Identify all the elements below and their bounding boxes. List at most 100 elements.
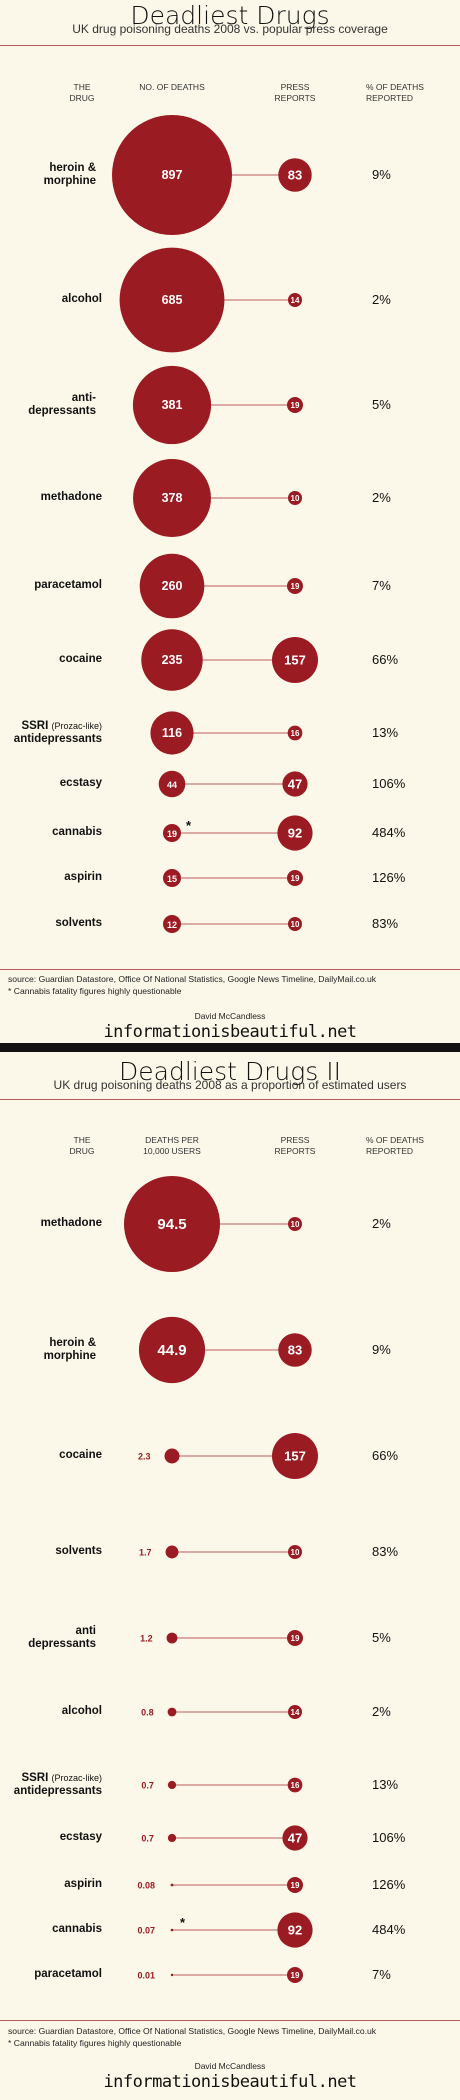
percent-reported: 484% [372, 825, 406, 840]
press-reports-bubble [277, 815, 313, 851]
drug-name: aspirin [64, 871, 102, 883]
deaths-bubble [138, 1316, 206, 1384]
deaths-value-label: 0.07 [137, 1926, 155, 1936]
drug-name: alcohol [61, 1705, 102, 1717]
drug-label: methadone [6, 491, 102, 504]
press-reports-label: 19 [291, 1971, 300, 1980]
percent-reported: 83% [372, 1544, 399, 1559]
percent-reported: 66% [372, 652, 399, 667]
drug-name: anti-depressants [28, 392, 96, 417]
drug-label: SSRI (Prozac-like) antidepressants [6, 720, 102, 746]
percent-reported: 106% [372, 1830, 406, 1845]
drug-label: cocaine [6, 1449, 102, 1462]
press-reports-bubble [278, 158, 312, 192]
drug-label: alcohol [6, 1705, 102, 1718]
percent-reported: 2% [372, 1216, 391, 1231]
drug-label: cocaine [6, 653, 102, 666]
percent-reported: 13% [372, 725, 399, 740]
percent-reported: 2% [372, 490, 391, 505]
press-reports-label: 83 [288, 1343, 302, 1358]
chart-title: Deadliest Drugs II [119, 1057, 341, 1086]
press-reports-label: 19 [291, 1634, 300, 1643]
bubble-chart-svg-2: 94.5 10 44.9 83 2.3 157 1.7 10 1.2 19 0.8 14 0.7 16 0.… [124, 1176, 318, 1983]
press-reports-bubble [288, 917, 302, 931]
press-reports-bubble [288, 491, 302, 505]
drug-name: heroin & morphine [43, 1337, 96, 1362]
percent-reported: 7% [372, 1967, 391, 1982]
chart-subtitle: UK drug poisoning deaths 2008 vs. popula… [72, 22, 388, 36]
col-head-metric: NO. OF DEATHS [139, 82, 205, 92]
press-reports-label: 83 [288, 168, 302, 183]
press-reports-bubble [287, 1630, 303, 1646]
deaths-bubble [167, 1707, 177, 1717]
drug-label: heroin & morphine [6, 162, 96, 188]
percent-reported: 484% [372, 1922, 406, 1937]
deaths-value-label: 260 [162, 579, 183, 593]
chart-subtitle: UK drug poisoning deaths 2008 as a propo… [53, 1078, 407, 1092]
header-rule [0, 1099, 460, 1100]
drug-label: cannabis [6, 826, 102, 839]
footnote: * Cannabis fatality figures highly quest… [8, 2038, 182, 2048]
deaths-value-label: 235 [162, 653, 183, 667]
deaths-bubble [170, 1928, 174, 1932]
deaths-value-label: 0.8 [141, 1708, 154, 1718]
site-brand: informationisbeautiful.net [103, 1022, 357, 1042]
press-reports-bubble [282, 771, 308, 797]
percent-reported: 66% [372, 1448, 399, 1463]
deaths-bubble [112, 115, 232, 235]
chart-title: Deadliest Drugs [130, 1, 330, 30]
press-reports-label: 47 [288, 1831, 302, 1846]
drug-note: (Prozac-like) [51, 1773, 102, 1783]
deaths-value-label: 0.7 [141, 1781, 154, 1791]
percent-reported: 9% [372, 167, 391, 182]
drug-name: heroin & morphine [43, 162, 96, 187]
drug-label: SSRI (Prozac-like) antidepressants [6, 1772, 102, 1798]
drug-name: anti depressants [28, 1625, 96, 1650]
deaths-value-label: 15 [167, 874, 177, 884]
deaths-bubble [158, 770, 186, 798]
deaths-bubble [167, 1780, 177, 1790]
drug-name: solvents [55, 917, 102, 929]
deaths-value-label: 378 [162, 491, 183, 505]
deaths-value-label: 1.7 [139, 1548, 152, 1558]
deaths-bubble [133, 459, 211, 537]
deaths-value-label: 94.5 [157, 1216, 186, 1233]
author-credit: David McCandless [194, 1011, 266, 1021]
percent-reported: 5% [372, 1630, 391, 1645]
drug-note: (Prozac-like) [51, 721, 102, 731]
deaths-value-label: 0.7 [141, 1834, 154, 1844]
deaths-value-label: 12 [167, 920, 177, 930]
deaths-value-label: 897 [162, 168, 183, 182]
press-reports-label: 10 [291, 920, 300, 929]
drug-name: SSRI [21, 720, 49, 732]
deaths-bubble [163, 869, 181, 887]
press-reports-label: 10 [291, 494, 300, 503]
source-note: source: Guardian Datastore, Office Of Na… [8, 2026, 377, 2036]
drug-label: heroin & morphine [6, 1337, 96, 1363]
site-brand: informationisbeautiful.net [103, 2072, 357, 2092]
drug-name: cannabis [52, 1923, 102, 1935]
source-rule [0, 969, 460, 970]
deaths-value-label: 1.2 [140, 1634, 153, 1644]
deaths-bubble [165, 1545, 179, 1559]
press-reports-label: 10 [291, 1220, 300, 1229]
press-reports-bubble [287, 1967, 303, 1983]
deaths-value-label: 44 [167, 780, 177, 790]
deaths-bubble [170, 1883, 174, 1887]
press-reports-bubble [288, 1705, 302, 1719]
percent-reported: 2% [372, 292, 391, 307]
drug-label: paracetamol [6, 1968, 102, 1981]
deaths-value-label: 44.9 [157, 1342, 186, 1359]
press-reports-label: 14 [291, 1708, 300, 1717]
percent-reported: 5% [372, 397, 391, 412]
press-reports-bubble [272, 637, 318, 683]
col-head-metric: DEATHS PER 10,000 USERS [143, 1135, 201, 1156]
col-head-pct: % OF DEATHS REPORTED [366, 82, 424, 103]
drug-name-line2: antidepressants [13, 1785, 102, 1797]
deaths-bubble [170, 1973, 174, 1977]
col-head-press: PRESS REPORTS [274, 82, 316, 103]
press-reports-label: 19 [291, 1881, 300, 1890]
percent-reported: 126% [372, 870, 406, 885]
deaths-bubble [163, 915, 181, 933]
